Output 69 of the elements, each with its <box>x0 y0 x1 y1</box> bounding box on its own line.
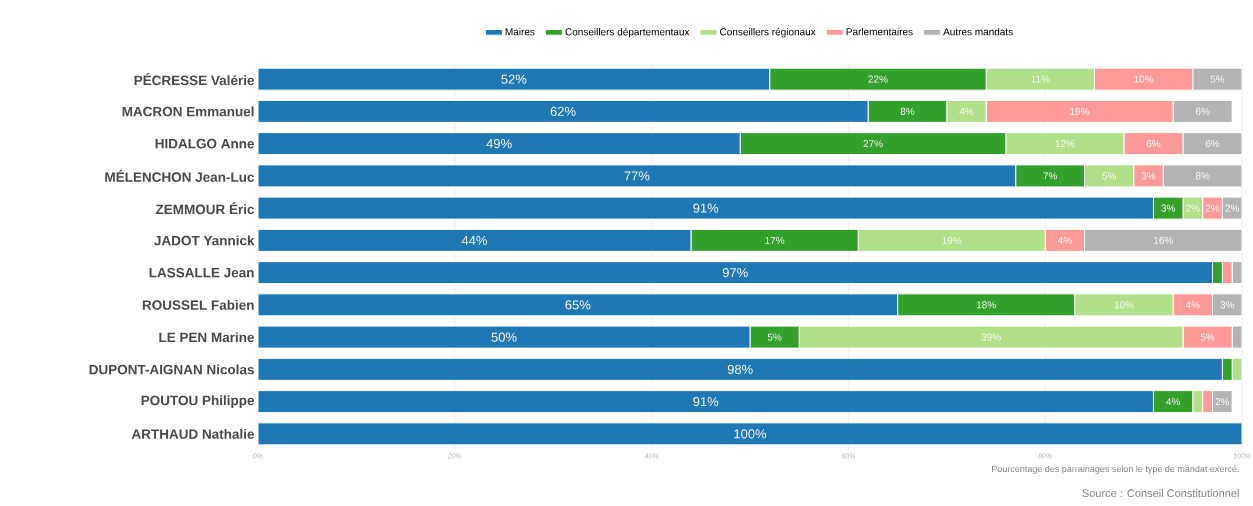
data-label: 2% <box>1186 204 1200 212</box>
data-label: 2% <box>1215 398 1230 406</box>
data-label: 10% <box>1134 75 1154 83</box>
data-label: 91% <box>693 203 719 213</box>
data-label: 19% <box>942 236 962 244</box>
data-label: 22% <box>868 75 888 83</box>
data-label: 98% <box>727 364 753 374</box>
data-label: 19% <box>1070 107 1090 115</box>
source-note: Source : Conseil Constitutionnel <box>1082 489 1239 498</box>
y-tick-label: JADOT Yannick <box>154 235 255 246</box>
data-label: 27% <box>863 140 883 148</box>
data-label: 97% <box>722 268 748 278</box>
y-tick-label: MÉLENCHON Jean-Luc <box>105 169 255 182</box>
legend-label: Conseillers régionaux <box>720 27 816 38</box>
data-label: 4% <box>1057 236 1072 244</box>
data-label: 5% <box>767 333 782 341</box>
data-label: 100% <box>734 429 767 439</box>
data-label: 3% <box>1141 172 1156 180</box>
data-label: 11% <box>1031 75 1050 83</box>
data-label: 77% <box>624 171 650 181</box>
data-label: 8% <box>1195 172 1210 180</box>
data-label: 2% <box>1225 204 1240 212</box>
data-label: 4% <box>1166 398 1180 406</box>
y-tick-label: ROUSSEL Fabien <box>142 299 254 310</box>
legend-label: Autres mandats <box>943 28 1013 36</box>
data-label: 6% <box>1146 140 1161 148</box>
data-label: 49% <box>486 139 512 149</box>
data-label: 18% <box>976 301 996 309</box>
data-label: 16% <box>1154 236 1173 244</box>
data-label: 7% <box>1043 172 1057 180</box>
y-tick-label: ARTHAUD Nathalie <box>131 428 254 439</box>
y-tick-label: LE PEN Marine <box>159 332 254 343</box>
bar <box>258 422 1242 446</box>
data-label: 5% <box>1210 75 1225 83</box>
data-label: 4% <box>1185 301 1200 309</box>
y-tick-label: DUPONT-AIGNAN Nicolas <box>89 364 254 375</box>
bar <box>1005 132 1125 156</box>
data-label: 10% <box>1114 301 1134 309</box>
data-label: 12% <box>1055 140 1075 148</box>
bar <box>946 99 987 123</box>
y-tick-label: MACRON Emmanuel <box>122 106 254 117</box>
data-label: 62% <box>550 106 576 116</box>
y-tick-label: HIDALGO Anne <box>155 138 254 149</box>
text: Pourcentage des parrainages selon le type de mandat exercé. <box>992 465 1239 474</box>
data-label: 6% <box>1205 140 1220 148</box>
legend-label: Conseillers départementaux <box>565 27 690 38</box>
legend-label: Maires <box>505 28 535 36</box>
y-tick-label: POUTOU Philippe <box>141 395 255 408</box>
data-label: 8% <box>900 107 915 115</box>
data-label: 5% <box>1200 333 1215 341</box>
data-label: 44% <box>461 235 488 245</box>
data-label: 6% <box>1195 107 1210 115</box>
data-label: 3% <box>1161 204 1176 212</box>
y-tick-label: ZEMMOUR Éric <box>155 202 255 215</box>
data-label: 50% <box>491 332 517 342</box>
data-label: 5% <box>1102 172 1117 180</box>
data-label: 39% <box>981 333 1001 341</box>
data-label: 52% <box>501 74 527 84</box>
legend-label: Parlementaires <box>846 28 913 36</box>
data-label: 4% <box>959 107 974 115</box>
data-label: 3% <box>1220 301 1235 309</box>
y-tick-label: PÉCRESSE Valérie <box>134 73 255 86</box>
data-label: 2% <box>1205 204 1220 212</box>
y-tick-label: LASSALLE Jean <box>149 267 254 278</box>
bar <box>798 325 1184 349</box>
data-label: 65% <box>565 300 591 310</box>
data-label: 17% <box>765 236 785 244</box>
data-label: 91% <box>693 397 719 407</box>
bar <box>857 228 1046 252</box>
